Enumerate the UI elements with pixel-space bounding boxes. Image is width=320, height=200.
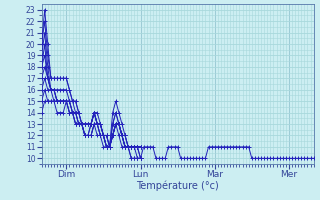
X-axis label: Température (°c): Température (°c) [136,181,219,191]
